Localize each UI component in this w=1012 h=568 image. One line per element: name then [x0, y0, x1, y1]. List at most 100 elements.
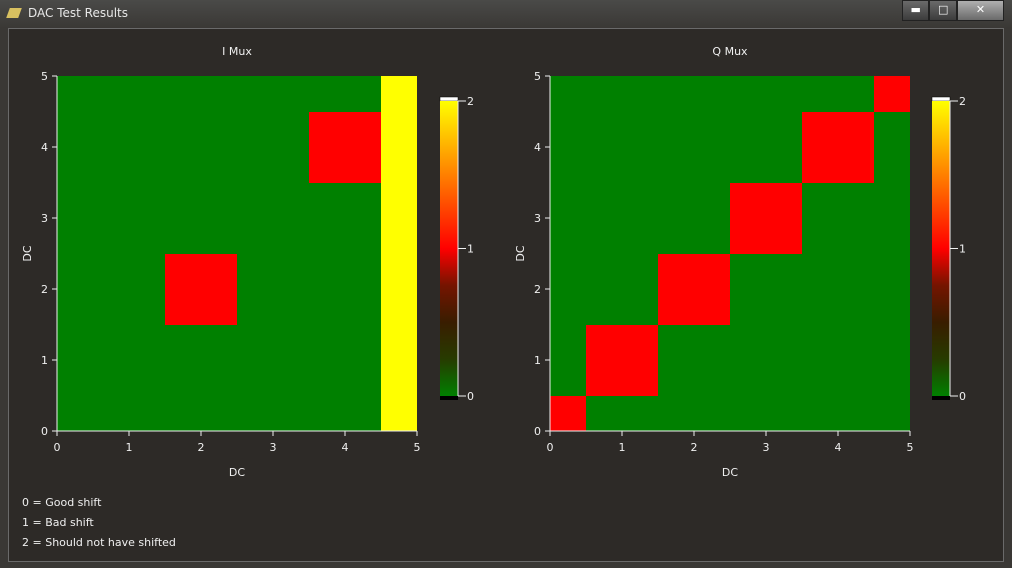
heatmap-cell [93, 395, 166, 431]
y-tick-label: 4 [534, 141, 541, 154]
colorbar [440, 101, 458, 396]
heatmap-cell [802, 395, 875, 431]
heatmap-cell [57, 324, 94, 396]
heatmap-cell [237, 111, 310, 183]
heatmap-cell [309, 395, 382, 431]
heatmap-cell [165, 324, 238, 396]
y-tick-label: 2 [41, 283, 48, 296]
chart-title: I Mux [222, 45, 252, 58]
x-tick-label: 5 [414, 441, 421, 454]
heatmap-cell [802, 253, 875, 325]
heatmap-cell [730, 395, 803, 431]
y-axis-label: DC [21, 245, 34, 261]
heatmap-cell [658, 395, 731, 431]
heatmap-cell [93, 111, 166, 183]
heatmap-cell [658, 253, 731, 325]
y-tick-label: 0 [534, 425, 541, 438]
x-tick-label: 0 [547, 441, 554, 454]
heatmap-cell [93, 182, 166, 254]
heatmap-cell [874, 253, 910, 325]
colorbar-tick-label: 0 [467, 390, 474, 403]
x-tick-label: 2 [691, 441, 698, 454]
heatmap-cell [586, 182, 659, 254]
legend-note: 0 = Good shift [22, 496, 102, 509]
heatmap-cell [550, 395, 587, 431]
maximize-button[interactable]: □ [929, 0, 957, 21]
heatmap-cell [237, 395, 310, 431]
heatmap-cell [586, 76, 659, 112]
heatmap-cell [586, 324, 659, 396]
heatmap-cell [309, 76, 382, 112]
close-button[interactable]: ✕ [956, 0, 1004, 21]
y-tick-label: 1 [534, 354, 541, 367]
heatmap-cell [309, 111, 382, 183]
colorbar-tick-label: 1 [959, 243, 966, 256]
heatmap-cell [381, 324, 417, 396]
heatmap-cell [57, 253, 94, 325]
heatmap-cell [165, 111, 238, 183]
heatmap-cell [586, 395, 659, 431]
x-tick-label: 2 [198, 441, 205, 454]
heatmap-cell [874, 395, 910, 431]
heatmap-cell [874, 324, 910, 396]
colorbar-under [932, 396, 950, 400]
legend-note: 2 = Should not have shifted [22, 536, 176, 549]
heatmap-cell [381, 111, 417, 183]
heatmap-cell [550, 324, 587, 396]
y-tick-label: 5 [534, 70, 541, 83]
heatmap-cell [237, 253, 310, 325]
heatmap-cells [550, 76, 910, 431]
colorbar-tick-label: 2 [959, 95, 966, 108]
heatmap-cell [802, 324, 875, 396]
heatmap-cell [586, 111, 659, 183]
heatmap-cell [381, 395, 417, 431]
minimize-button[interactable]: ▬ [902, 0, 930, 21]
heatmap-cell [658, 324, 731, 396]
y-tick-label: 0 [41, 425, 48, 438]
heatmap-cell [57, 111, 94, 183]
title-bar: DAC Test Results ▬ □ ✕ [0, 0, 1012, 28]
y-tick-label: 5 [41, 70, 48, 83]
y-tick-label: 4 [41, 141, 48, 154]
y-tick-label: 1 [41, 354, 48, 367]
heatmap-cell [550, 76, 587, 112]
colorbar-tick-label: 2 [467, 95, 474, 108]
heatmap-cell [874, 111, 910, 183]
colorbar-under [440, 396, 458, 400]
heatmap-cell [730, 76, 803, 112]
x-axis-label: DC [722, 466, 738, 479]
heatmap-cell [658, 111, 731, 183]
heatmap-cells [57, 76, 417, 431]
heatmap-cell [550, 111, 587, 183]
heatmap-cell [57, 76, 94, 112]
y-tick-label: 2 [534, 283, 541, 296]
x-tick-label: 0 [54, 441, 61, 454]
heatmap-cell [93, 76, 166, 112]
legend-note: 1 = Bad shift [22, 516, 94, 529]
window-title: DAC Test Results [28, 6, 128, 20]
y-axis-label: DC [514, 245, 527, 261]
x-axis-label: DC [229, 466, 245, 479]
heatmap-cell [57, 395, 94, 431]
heatmap-cell [874, 76, 910, 112]
heatmap-cell [309, 253, 382, 325]
heatmap-cell [237, 182, 310, 254]
heatmap-cell [381, 76, 417, 112]
colorbar-over [439, 96, 459, 102]
x-tick-label: 1 [619, 441, 626, 454]
heatmap-cell [658, 76, 731, 112]
heatmap-cell [381, 253, 417, 325]
heatmap-cell [874, 182, 910, 254]
heatmap-cell [550, 253, 587, 325]
heatmap-cell [802, 182, 875, 254]
colorbar-tick-label: 0 [959, 390, 966, 403]
x-tick-label: 4 [342, 441, 349, 454]
heatmap-cell [93, 324, 166, 396]
heatmap-cell [586, 253, 659, 325]
heatmap-cell [57, 182, 94, 254]
x-tick-label: 1 [126, 441, 133, 454]
x-tick-label: 3 [270, 441, 277, 454]
y-tick-label: 3 [41, 212, 48, 225]
heatmap-cell [730, 324, 803, 396]
